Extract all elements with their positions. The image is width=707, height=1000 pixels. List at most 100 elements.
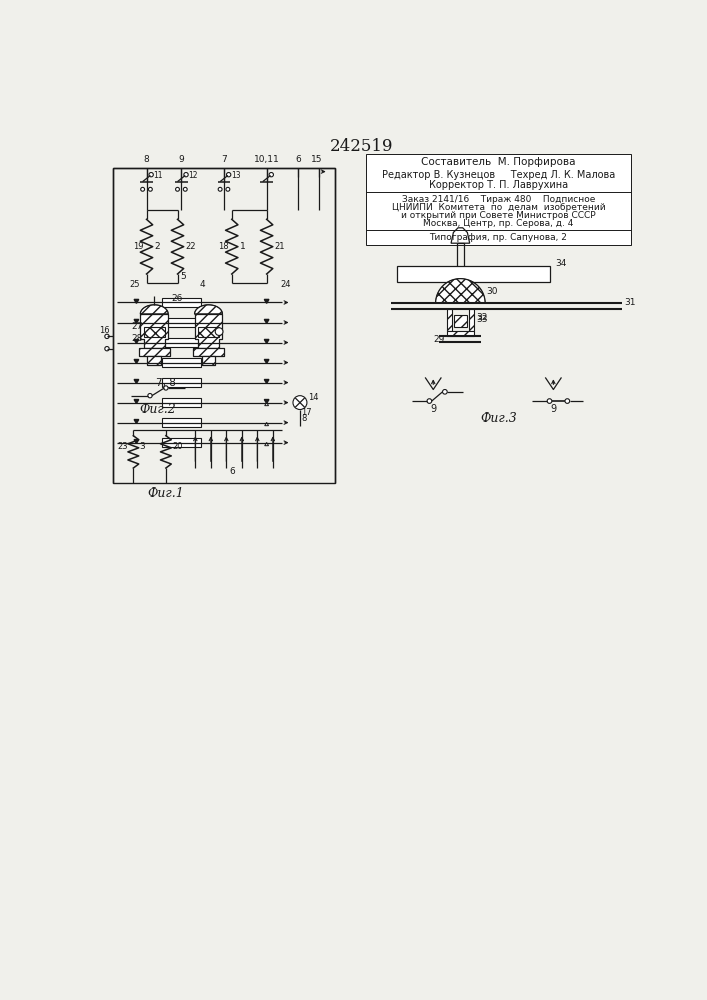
Text: 26: 26 (171, 294, 182, 303)
Text: Москва, Центр, пр. Серова, д. 4: Москва, Центр, пр. Серова, д. 4 (423, 219, 573, 228)
Bar (198, 327, 219, 337)
Circle shape (175, 187, 180, 191)
Text: 19: 19 (134, 242, 144, 251)
Text: 18: 18 (218, 242, 229, 251)
Text: 21: 21 (274, 242, 285, 251)
Circle shape (218, 187, 222, 191)
Polygon shape (264, 319, 269, 323)
Bar (162, 398, 201, 407)
Text: 34: 34 (556, 259, 567, 268)
Text: Фиг.3: Фиг.3 (481, 412, 518, 425)
Bar (162, 378, 201, 387)
Text: 17: 17 (301, 408, 312, 417)
Polygon shape (264, 422, 269, 426)
Polygon shape (264, 359, 269, 363)
Text: 1: 1 (240, 242, 245, 251)
Text: 6: 6 (296, 155, 301, 164)
Circle shape (183, 187, 187, 191)
Bar (162, 438, 201, 447)
Text: 23: 23 (118, 442, 129, 451)
Text: Редактор В. Кузнецов     Техред Л. К. Малова: Редактор В. Кузнецов Техред Л. К. Малова (382, 170, 615, 180)
Bar (448, 309, 452, 331)
Polygon shape (201, 356, 216, 365)
Circle shape (226, 173, 230, 177)
Text: 5: 5 (180, 272, 185, 281)
Text: 32: 32 (476, 313, 487, 322)
Circle shape (148, 187, 152, 191)
Polygon shape (264, 402, 269, 406)
Circle shape (215, 328, 223, 335)
Text: 27: 27 (131, 322, 142, 331)
Polygon shape (140, 314, 168, 348)
Text: 10,11: 10,11 (254, 155, 279, 164)
Bar (397, 266, 549, 282)
Circle shape (149, 173, 153, 177)
Text: 24: 24 (281, 280, 291, 289)
Text: 9: 9 (550, 404, 556, 414)
Bar (162, 338, 201, 347)
Polygon shape (140, 305, 168, 314)
Polygon shape (134, 379, 139, 383)
Circle shape (269, 173, 274, 177)
Text: ЦНИИПИ  Комитета  по  делам  изобретений: ЦНИИПИ Комитета по делам изобретений (392, 203, 605, 212)
Text: 25: 25 (129, 280, 140, 289)
Circle shape (184, 173, 188, 177)
Polygon shape (134, 400, 139, 403)
Text: 8: 8 (144, 155, 149, 164)
Circle shape (105, 347, 109, 351)
Polygon shape (134, 440, 139, 443)
Bar (162, 358, 201, 367)
Polygon shape (264, 299, 269, 303)
Polygon shape (193, 348, 224, 356)
Circle shape (443, 390, 448, 394)
Bar (144, 327, 165, 337)
Bar (366, 154, 631, 245)
Text: 9: 9 (178, 155, 185, 164)
Polygon shape (264, 379, 269, 383)
Text: Корректор Т. П. Лаврухина: Корректор Т. П. Лаврухина (428, 180, 568, 190)
Text: 14: 14 (308, 393, 319, 402)
Text: Фиг.2: Фиг.2 (140, 403, 177, 416)
Circle shape (293, 396, 307, 410)
Text: 20: 20 (172, 442, 182, 451)
Text: 11: 11 (153, 171, 163, 180)
Polygon shape (194, 314, 223, 348)
Bar (113, 168, 335, 483)
Polygon shape (436, 279, 485, 303)
Polygon shape (134, 319, 139, 323)
Text: 12: 12 (188, 171, 198, 180)
Text: 3: 3 (139, 442, 145, 451)
Text: 2: 2 (154, 242, 160, 251)
Text: и открытий при Совете Министров СССР: и открытий при Совете Министров СССР (401, 211, 596, 220)
Polygon shape (139, 348, 170, 356)
Text: 28: 28 (131, 334, 142, 343)
Text: 30: 30 (486, 287, 498, 296)
Text: 31: 31 (624, 298, 636, 307)
Text: 6: 6 (229, 467, 235, 476)
Polygon shape (134, 299, 139, 303)
Circle shape (565, 399, 570, 403)
Text: 15: 15 (311, 155, 323, 164)
Polygon shape (451, 228, 469, 243)
Polygon shape (134, 339, 139, 343)
Polygon shape (264, 442, 269, 446)
Text: 29: 29 (433, 335, 445, 344)
Polygon shape (264, 400, 269, 403)
Text: 8: 8 (301, 414, 307, 423)
Polygon shape (264, 339, 269, 343)
Bar (162, 418, 201, 427)
Text: Типография, пр. Сапунова, 2: Типография, пр. Сапунова, 2 (429, 233, 567, 242)
Text: 13: 13 (231, 171, 240, 180)
Polygon shape (147, 356, 161, 365)
Circle shape (427, 399, 432, 403)
Text: Заказ 2141/16    Тираж 480    Подписное: Заказ 2141/16 Тираж 480 Подписное (402, 195, 595, 204)
Polygon shape (134, 359, 139, 363)
Text: Составитель  М. Порфирова: Составитель М. Порфирова (421, 157, 575, 167)
Text: 9: 9 (430, 404, 436, 414)
Circle shape (226, 187, 230, 191)
Text: 16: 16 (99, 326, 110, 335)
Bar (469, 309, 474, 331)
Text: 33: 33 (476, 315, 487, 324)
Bar (454, 315, 467, 327)
Text: 7, 8: 7, 8 (156, 378, 176, 388)
